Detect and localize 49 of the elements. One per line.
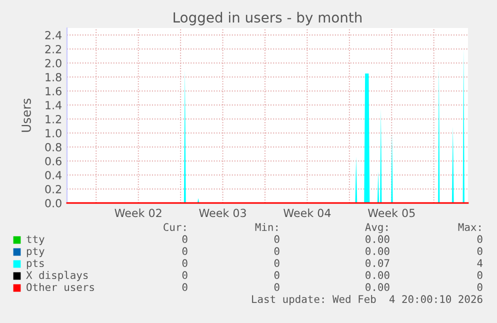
y-tick-label: 0.4 — [45, 170, 62, 180]
y-tick-label: 0.6 — [45, 156, 62, 166]
y-tick-label: 2.0 — [45, 58, 62, 68]
text: 0 — [274, 259, 280, 268]
text: 4 — [477, 259, 482, 267]
text: 0 — [274, 247, 280, 256]
y-tick-label: 1.2 — [46, 114, 62, 124]
y-tick-label: 0.8 — [45, 142, 62, 152]
x-tick-label: Week 05 — [368, 208, 415, 218]
text: 0 — [182, 271, 188, 280]
y-tick-label: 2.4 — [45, 30, 62, 40]
text: 0 — [477, 283, 482, 292]
text: 0 — [182, 247, 188, 256]
text: 0 — [182, 235, 188, 244]
legend-label: Other users — [26, 282, 94, 292]
text: 0 — [182, 259, 188, 268]
text: 0.00 — [366, 283, 390, 292]
y-tick-label: 0.0 — [45, 198, 62, 208]
text: 0.00 — [366, 235, 390, 244]
y-tick-label: 2.2 — [45, 44, 62, 54]
text: Last update: Wed Feb 4 20:00:10 2026 — [252, 294, 482, 306]
x-tick-label: Week 03 — [199, 208, 246, 218]
text: 0 — [477, 235, 482, 244]
text: 0.00 — [366, 271, 390, 280]
y-tick-label: 1.0 — [46, 128, 62, 138]
y-tick-label: 1.4 — [46, 101, 62, 110]
text: 0 — [477, 271, 482, 280]
x-tick-label: Week 02 — [114, 208, 162, 218]
text: Min: — [255, 222, 278, 231]
text: Max: — [458, 223, 480, 232]
text: 0 — [182, 283, 188, 292]
legend-label: X displays — [26, 270, 88, 282]
text: 0.00 — [366, 247, 390, 256]
x-tick-label: Week 04 — [284, 208, 331, 218]
text: 0 — [274, 235, 280, 244]
legend-label: tty — [26, 236, 44, 246]
legend-label: pts — [26, 260, 44, 270]
y-tick-label: 1.6 — [46, 86, 62, 96]
text: 0 — [274, 271, 280, 280]
y-tick-label: 1.8 — [46, 72, 62, 82]
text: 0.07 — [366, 259, 390, 268]
text: 0 — [274, 283, 280, 292]
y-axis-title: Users — [22, 98, 31, 132]
text: 0 — [477, 247, 482, 256]
chart-title: Logged in users - by month — [174, 12, 362, 26]
legend-label: pty — [26, 248, 44, 258]
y-tick-label: 0.2 — [45, 184, 62, 194]
text: Avg: — [365, 223, 388, 234]
text: Cur: — [164, 223, 186, 232]
